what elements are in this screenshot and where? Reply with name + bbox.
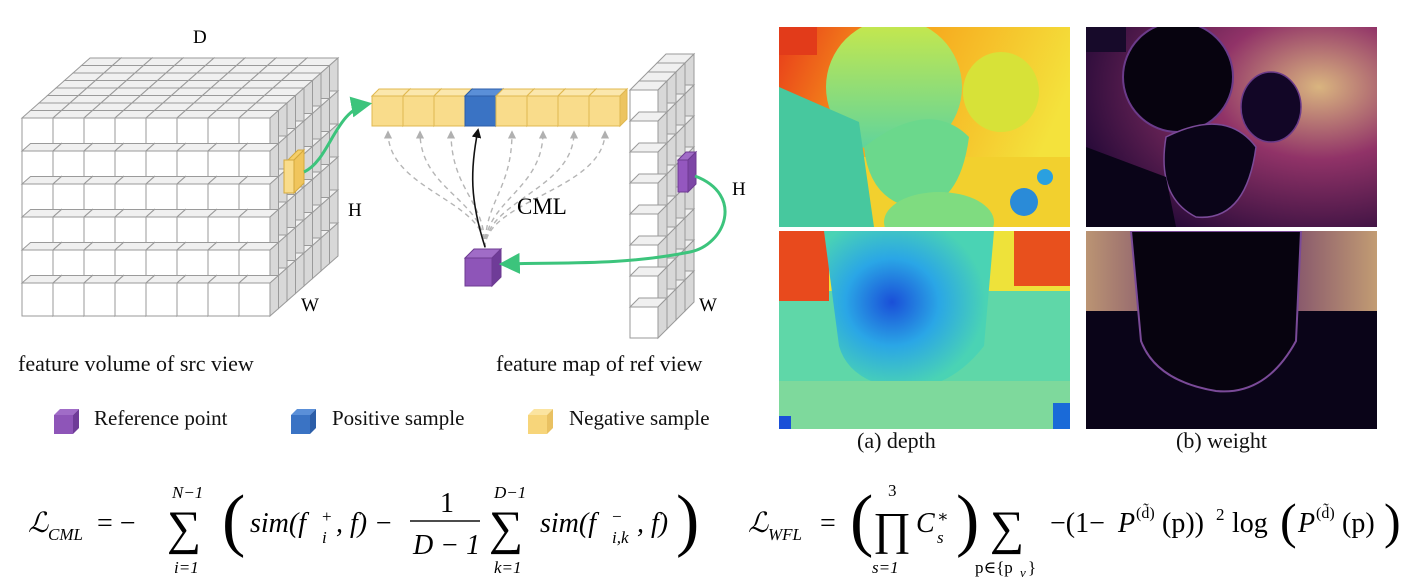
- svg-text:∏: ∏: [873, 503, 911, 554]
- label-h-ref: H: [732, 179, 746, 200]
- svg-text:sim(f: sim(f: [250, 508, 309, 539]
- wfl-lhs-symbol: ℒ: [748, 508, 769, 539]
- svg-text:∑: ∑: [167, 502, 201, 555]
- svg-text:=: =: [820, 508, 836, 539]
- negative-arrow: [484, 130, 579, 249]
- svg-text:k=1: k=1: [494, 558, 522, 577]
- svg-text:s: s: [937, 528, 944, 547]
- ref-point-cube: [676, 150, 698, 194]
- sample-row: [370, 87, 629, 128]
- svg-text:+: +: [322, 507, 332, 526]
- wfl-equation: ℒ WFL = ( 3 ∏ s=1 C ∗ s ) ∑ p∈{p v } −(1…: [748, 481, 1401, 580]
- svg-text:p∈{p: p∈{p: [975, 558, 1013, 577]
- cml-diagram: D H W H W CML: [20, 27, 746, 340]
- negative-arrow: [484, 130, 610, 249]
- negative-arrow: [484, 130, 517, 249]
- legend: Reference point Positive sample Negative…: [52, 404, 772, 438]
- svg-text:, f) −: , f) −: [336, 508, 393, 539]
- svg-text:2: 2: [1216, 505, 1225, 524]
- label-d: D: [193, 27, 207, 48]
- depth-map-1: [779, 27, 1070, 227]
- center-reference-cube: [463, 247, 503, 288]
- legend-positive-swatch: [291, 409, 316, 434]
- svg-text:v: v: [1020, 565, 1026, 580]
- legend-positive-label: Positive sample: [332, 406, 465, 430]
- svg-text:, f): , f): [637, 508, 668, 539]
- svg-text:i=1: i=1: [174, 558, 199, 577]
- caption-ref: feature map of ref view: [496, 351, 703, 376]
- label-cml: CML: [517, 194, 567, 219]
- label-w-src: W: [301, 295, 319, 316]
- equations: ℒ CML = − N−1 ∑ i=1 ( sim(f + i , f) − 1…: [28, 481, 1401, 580]
- ref-to-point-arrow: [498, 174, 727, 274]
- svg-text:3: 3: [888, 481, 897, 500]
- depth-map-2: [779, 231, 1070, 429]
- negative-arrow: [446, 130, 486, 249]
- svg-text:(d̃): (d̃): [1316, 503, 1335, 522]
- svg-text:(: (: [1280, 493, 1297, 549]
- negative-arrow: [415, 130, 486, 249]
- svg-text:= −: = −: [97, 508, 136, 539]
- ref-feature-map: [628, 52, 696, 340]
- svg-text:C: C: [916, 508, 935, 539]
- legend-negative-swatch: [528, 409, 553, 434]
- src-feature-volume: [20, 56, 340, 318]
- svg-text:): ): [676, 482, 699, 559]
- svg-text:s=1: s=1: [872, 558, 899, 577]
- svg-text:(: (: [222, 482, 245, 559]
- weight-map-2: [1086, 231, 1377, 429]
- svg-text:i,k: i,k: [612, 528, 629, 547]
- svg-text:log: log: [1232, 508, 1268, 539]
- svg-text:P: P: [1117, 508, 1135, 539]
- src-to-row-arrow: [303, 96, 373, 174]
- svg-text:∑: ∑: [990, 502, 1024, 555]
- negative-arrow: [484, 130, 548, 249]
- legend-negative-label: Negative sample: [569, 406, 710, 430]
- svg-text:): ): [1384, 493, 1401, 549]
- svg-text:P: P: [1297, 508, 1315, 539]
- svg-text:N−1: N−1: [171, 483, 203, 502]
- svg-text:i: i: [322, 528, 327, 547]
- cml-equation: ℒ CML = − N−1 ∑ i=1 ( sim(f + i , f) − 1…: [28, 482, 699, 577]
- svg-text:∑: ∑: [489, 502, 523, 555]
- svg-text:): ): [956, 482, 979, 559]
- svg-text:D − 1: D − 1: [412, 530, 480, 561]
- legend-reference-label: Reference point: [94, 406, 228, 430]
- weight-map-1: [1086, 27, 1377, 227]
- label-h-src: H: [348, 200, 362, 221]
- svg-text:∗: ∗: [937, 507, 949, 526]
- src-negative-cube: [283, 148, 306, 195]
- cml-lhs-sub: CML: [48, 525, 83, 544]
- panel-a-caption: (a) depth: [857, 428, 936, 453]
- svg-text:−: −: [612, 507, 622, 526]
- svg-text:sim(f: sim(f: [540, 508, 599, 539]
- label-w-ref: W: [699, 295, 717, 316]
- panel-b-caption: (b) weight: [1176, 428, 1268, 453]
- cml-lhs-symbol: ℒ: [28, 508, 49, 539]
- svg-text:1: 1: [440, 488, 454, 519]
- svg-text:(p): (p): [1342, 508, 1375, 539]
- negative-arrows: [383, 130, 610, 249]
- svg-text:(: (: [850, 482, 873, 559]
- svg-text:(d̃): (d̃): [1136, 503, 1155, 522]
- legend-reference-swatch: [54, 409, 79, 434]
- wfl-lhs-sub: WFL: [768, 525, 802, 544]
- svg-text:D−1: D−1: [493, 483, 526, 502]
- svg-text:−(1−: −(1−: [1050, 508, 1105, 539]
- svg-text:}: }: [1028, 558, 1036, 577]
- positive-arrow: [471, 128, 486, 248]
- negative-arrow: [383, 130, 486, 249]
- caption-src: feature volume of src view: [18, 351, 254, 376]
- svg-text:(p)): (p)): [1162, 508, 1204, 539]
